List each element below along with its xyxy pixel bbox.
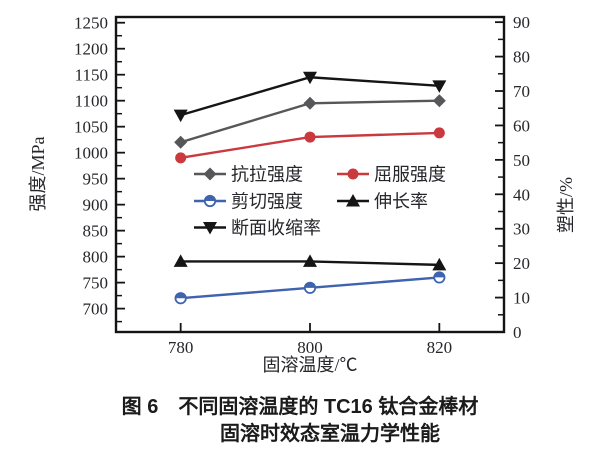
plot-frame xyxy=(114,15,506,334)
data-point-elongation xyxy=(173,254,188,267)
legend-label-reduction-of-area: 断面收缩率 xyxy=(231,218,321,238)
data-point-tensile-strength xyxy=(303,96,317,110)
y-right-tick-label: 80 xyxy=(513,48,530,67)
legend-marker-yield-strength xyxy=(347,168,359,180)
y-right-tick-label: 60 xyxy=(513,116,530,135)
y-left-tick-label: 900 xyxy=(83,196,109,215)
data-point-tensile-strength xyxy=(432,94,446,108)
x-tick-label: 800 xyxy=(297,338,323,357)
legend-marker-tensile-strength xyxy=(203,167,217,181)
data-point-yield-strength xyxy=(433,127,445,139)
data-point-elongation xyxy=(432,257,447,271)
y-left-tick-label: 850 xyxy=(83,222,109,241)
y-left-tick-label: 1200 xyxy=(74,40,108,59)
data-point-reduction-of-area xyxy=(303,71,317,85)
y-left-tick-label: 1250 xyxy=(74,14,108,33)
y-right-tick-label: 0 xyxy=(513,323,522,342)
y-right-tick-label: 30 xyxy=(513,220,530,239)
y-left-tick-label: 1000 xyxy=(74,144,108,163)
legend-label-elongation: 伸长率 xyxy=(374,192,428,212)
caption-line-1: 图 6 不同固溶温度的 TC16 钛合金棒材 xyxy=(121,396,479,418)
data-point-elongation xyxy=(303,254,317,267)
y-right-tick-label: 40 xyxy=(513,185,530,204)
y-left-tick-label: 800 xyxy=(83,248,109,267)
y-left-tick-label: 950 xyxy=(83,170,109,189)
y-right-tick-label: 90 xyxy=(513,13,530,32)
y-left-tick-label: 1100 xyxy=(75,92,108,111)
y-left-tick-label: 1050 xyxy=(74,118,108,137)
y-left-tick-label: 700 xyxy=(83,300,109,319)
figure-caption: 图 6 不同固溶温度的 TC16 钛合金棒材 固溶时效态室温力学性能 xyxy=(0,394,600,448)
axis-title-left: 强度/MPa xyxy=(28,136,48,211)
data-point-shear-strength xyxy=(434,272,445,278)
legend-marker-elongation xyxy=(346,194,360,207)
y-right-tick-label: 20 xyxy=(513,254,530,273)
data-point-yield-strength xyxy=(304,131,316,143)
axis-title-right: 塑性/% xyxy=(556,177,576,233)
caption-line-2: 固溶时效态室温力学性能 xyxy=(220,423,440,445)
legend-label-yield-strength: 屈服强度 xyxy=(374,165,446,185)
y-left-tick-label: 1150 xyxy=(75,66,108,85)
data-point-tensile-strength xyxy=(174,135,188,149)
data-point-shear-strength xyxy=(175,293,186,299)
legend-label-shear-strength: 剪切强度 xyxy=(231,192,303,212)
data-point-reduction-of-area xyxy=(173,109,188,123)
y-left-tick-label: 750 xyxy=(83,274,109,293)
data-point-yield-strength xyxy=(175,152,187,164)
legend-marker-reduction-of-area xyxy=(203,222,217,235)
chart-canvas: 7007508008509009501000105011001150120012… xyxy=(28,13,576,375)
legend-marker-shear-strength xyxy=(204,195,216,201)
x-tick-label: 780 xyxy=(168,338,194,357)
axis-title-x: 固溶温度/℃ xyxy=(262,355,357,375)
x-tick-label: 820 xyxy=(427,338,453,357)
data-point-shear-strength xyxy=(304,282,316,288)
data-point-reduction-of-area xyxy=(432,80,447,93)
legend-label-tensile-strength: 抗拉强度 xyxy=(231,165,303,185)
y-right-tick-label: 70 xyxy=(513,82,530,101)
y-right-tick-label: 50 xyxy=(513,151,530,170)
y-right-tick-label: 10 xyxy=(513,289,530,308)
